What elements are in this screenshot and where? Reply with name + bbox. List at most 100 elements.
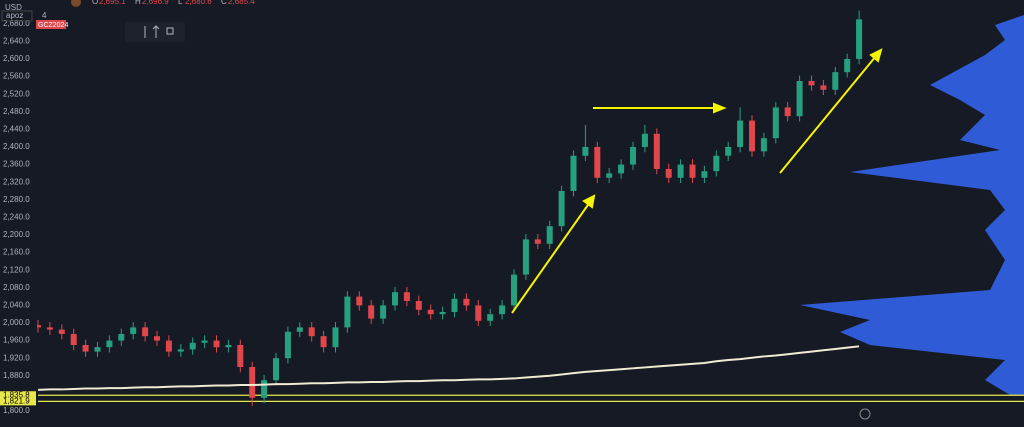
candle-body [94, 347, 101, 352]
currency: USD [5, 3, 22, 12]
volume-profile [800, 15, 1024, 395]
candle-body [165, 340, 172, 352]
ohlc-key: C [221, 0, 227, 6]
candle-body [713, 155, 720, 172]
y-tick-label: 2,360.0 [3, 160, 30, 169]
candle-body [511, 274, 517, 306]
candle-body [415, 300, 422, 310]
price-level-label: 1,835.8 [3, 390, 30, 399]
y-tick-label: 2,200.0 [3, 230, 30, 239]
plot-area [35, 10, 1024, 406]
indicator: apoz [6, 11, 23, 20]
y-tick-label: 2,680.0 [3, 19, 30, 28]
candle-body [808, 80, 815, 86]
candle-body [820, 85, 827, 90]
candle-body [427, 309, 434, 315]
candle-body [641, 133, 648, 147]
candle-body [784, 107, 791, 117]
indicator-box [1, 10, 33, 22]
candle-body [296, 327, 303, 332]
candle-body [856, 19, 863, 59]
symbol: GCZ2024 [38, 22, 68, 29]
candle-body [689, 164, 696, 178]
arrow-head [582, 194, 596, 209]
candle-body [249, 366, 256, 398]
candle-body [558, 190, 565, 227]
candle-body [653, 133, 660, 169]
candle-body [261, 380, 268, 398]
candle-body [368, 305, 375, 319]
candle-body [403, 292, 410, 301]
candle-body [665, 168, 672, 178]
candle-body [451, 298, 458, 312]
candle-body [487, 314, 494, 321]
arrow-head [713, 102, 727, 114]
price-level-box [0, 391, 36, 400]
y-tick-label: 1,880.0 [3, 371, 30, 380]
logo [71, 0, 81, 7]
icon [152, 25, 160, 30]
replay-button[interactable] [859, 408, 871, 420]
moving-average [37, 345, 860, 391]
candle-body [58, 329, 65, 334]
arrow-line [779, 55, 877, 174]
y-tick-label: 2,120.0 [3, 265, 30, 274]
candle-body [106, 340, 113, 348]
ohlc-value: 2,695.1 [99, 0, 126, 6]
candle-body [344, 296, 351, 328]
candle-body [522, 239, 529, 275]
candle-body [213, 340, 220, 348]
candle-body [130, 327, 137, 334]
y-tick-label: 2,000.0 [3, 318, 30, 327]
candle-body [499, 305, 506, 315]
ohlc-value: 2,685.4 [228, 0, 255, 6]
candle-body [570, 155, 577, 191]
candle-body [606, 173, 613, 178]
y-tick-label: 1,800.0 [3, 406, 30, 415]
y-tick-label: 1,920.0 [3, 353, 30, 362]
toolbar[interactable] [125, 22, 185, 42]
candle-body [320, 336, 327, 348]
candle-body [772, 107, 779, 139]
price-axis-labels: 1,800.0 1,880.0 1,920.0 1,960.0 2,000.0 2,040… [3, 19, 30, 415]
icon [166, 27, 174, 35]
y-tick-label: 1,960.0 [3, 336, 30, 345]
candle-body [118, 333, 125, 341]
ohlc-key: H [135, 0, 141, 6]
candle-body [463, 298, 470, 306]
candle-body [439, 311, 446, 315]
y-tick-label: 2,400.0 [3, 142, 30, 151]
price-level-label: 1,821.9 [3, 396, 30, 405]
price-axis [0, 0, 37, 422]
ohlc-value: 2,696.9 [142, 0, 169, 6]
candle-body [677, 164, 684, 178]
arrow-head [869, 48, 883, 63]
toolbar-icons [144, 25, 174, 38]
ohlc-key: L [178, 0, 183, 6]
candle-body [725, 146, 732, 156]
annotations [511, 48, 883, 314]
y-tick-label: 2,280.0 [3, 195, 30, 204]
candle-body [760, 138, 767, 152]
candle-body [380, 305, 387, 319]
candle-body [308, 327, 315, 337]
candle-body [189, 342, 196, 350]
candle-body [546, 226, 553, 244]
price-level-box [0, 397, 36, 406]
candle-body [356, 296, 363, 306]
candle-body [749, 120, 755, 152]
candle-body [237, 344, 244, 367]
candle-body [70, 333, 77, 345]
candle-body [82, 344, 89, 352]
candle-body [332, 327, 339, 348]
y-tick-label: 2,600.0 [3, 54, 30, 63]
y-tick-label: 2,640.0 [3, 36, 30, 45]
candle-body [475, 305, 482, 321]
y-tick-label: 2,520.0 [3, 89, 30, 98]
arrow-line [511, 201, 591, 314]
y-tick-label: 2,320.0 [3, 177, 30, 186]
y-tick-label: 2,040.0 [3, 300, 30, 309]
candle-body [46, 327, 53, 330]
